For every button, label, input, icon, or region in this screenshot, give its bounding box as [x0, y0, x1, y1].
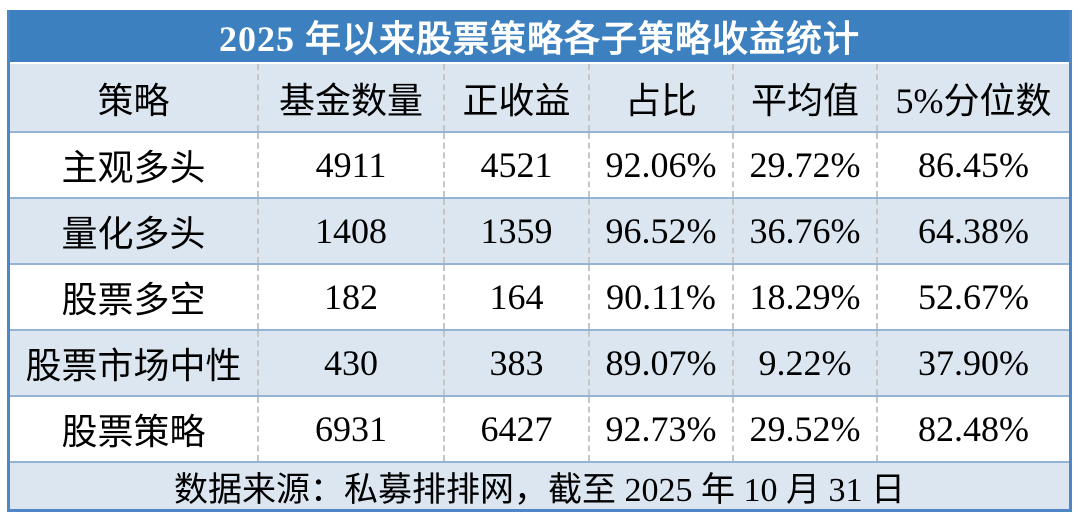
header-cell-fund-count: 基金数量 [257, 64, 443, 131]
cell-ratio: 92.73% [588, 397, 732, 461]
data-source-note: 数据来源：私募排排网，截至 2025 年 10 月 31 日 [10, 461, 1069, 509]
header-cell-percentile-5: 5%分位数 [876, 64, 1069, 131]
cell-fund-count: 4911 [257, 133, 443, 197]
cell-average: 18.29% [732, 265, 876, 329]
table-title: 2025 年以来股票策略各子策略收益统计 [10, 10, 1069, 64]
table-header-row: 策略 基金数量 正收益 占比 平均值 5%分位数 [10, 64, 1069, 131]
cell-average: 29.72% [732, 133, 876, 197]
cell-strategy: 量化多头 [61, 214, 206, 254]
header-cell-strategy: 策略 [97, 80, 170, 121]
cell-average: 29.52% [732, 397, 876, 461]
cell-percentile-5: 82.48% [876, 397, 1069, 461]
cell-fund-count: 182 [257, 265, 443, 329]
cell-positive: 383 [443, 331, 588, 395]
cell-ratio: 89.07% [588, 331, 732, 395]
cell-ratio: 90.11% [588, 265, 732, 329]
table-row-stock-strategy-total: 股票策略 6931 6427 92.73% 29.52% 82.48% [10, 395, 1069, 461]
cell-fund-count: 1408 [257, 199, 443, 263]
header-cell-ratio: 占比 [588, 64, 732, 131]
cell-ratio: 96.52% [588, 199, 732, 263]
cell-strategy: 股票市场中性 [25, 346, 242, 386]
cell-average: 9.22% [732, 331, 876, 395]
strategy-returns-table: 2025 年以来股票策略各子策略收益统计 策略 基金数量 正收益 占比 平均值 … [7, 10, 1072, 512]
cell-fund-count: 6931 [257, 397, 443, 461]
cell-strategy: 股票策略 [61, 412, 206, 452]
table-row-subjective-long: 主观多头 4911 4521 92.06% 29.72% 86.45% [10, 131, 1069, 197]
table-row-quant-long: 量化多头 1408 1359 96.52% 36.76% 64.38% [10, 197, 1069, 263]
cell-positive: 1359 [443, 199, 588, 263]
cell-positive: 164 [443, 265, 588, 329]
header-cell-positive: 正收益 [443, 64, 588, 131]
cell-fund-count: 430 [257, 331, 443, 395]
cell-average: 36.76% [732, 199, 876, 263]
cell-percentile-5: 64.38% [876, 199, 1069, 263]
header-cell-average: 平均值 [732, 64, 876, 131]
cell-percentile-5: 52.67% [876, 265, 1069, 329]
cell-strategy: 股票多空 [61, 280, 206, 320]
cell-strategy: 主观多头 [61, 148, 206, 188]
table-row-market-neutral: 股票市场中性 430 383 89.07% 9.22% 37.90% [10, 329, 1069, 395]
cell-ratio: 92.06% [588, 133, 732, 197]
table-row-long-short: 股票多空 182 164 90.11% 18.29% 52.67% [10, 263, 1069, 329]
cell-positive: 4521 [443, 133, 588, 197]
cell-positive: 6427 [443, 397, 588, 461]
cell-percentile-5: 37.90% [876, 331, 1069, 395]
cell-percentile-5: 86.45% [876, 133, 1069, 197]
